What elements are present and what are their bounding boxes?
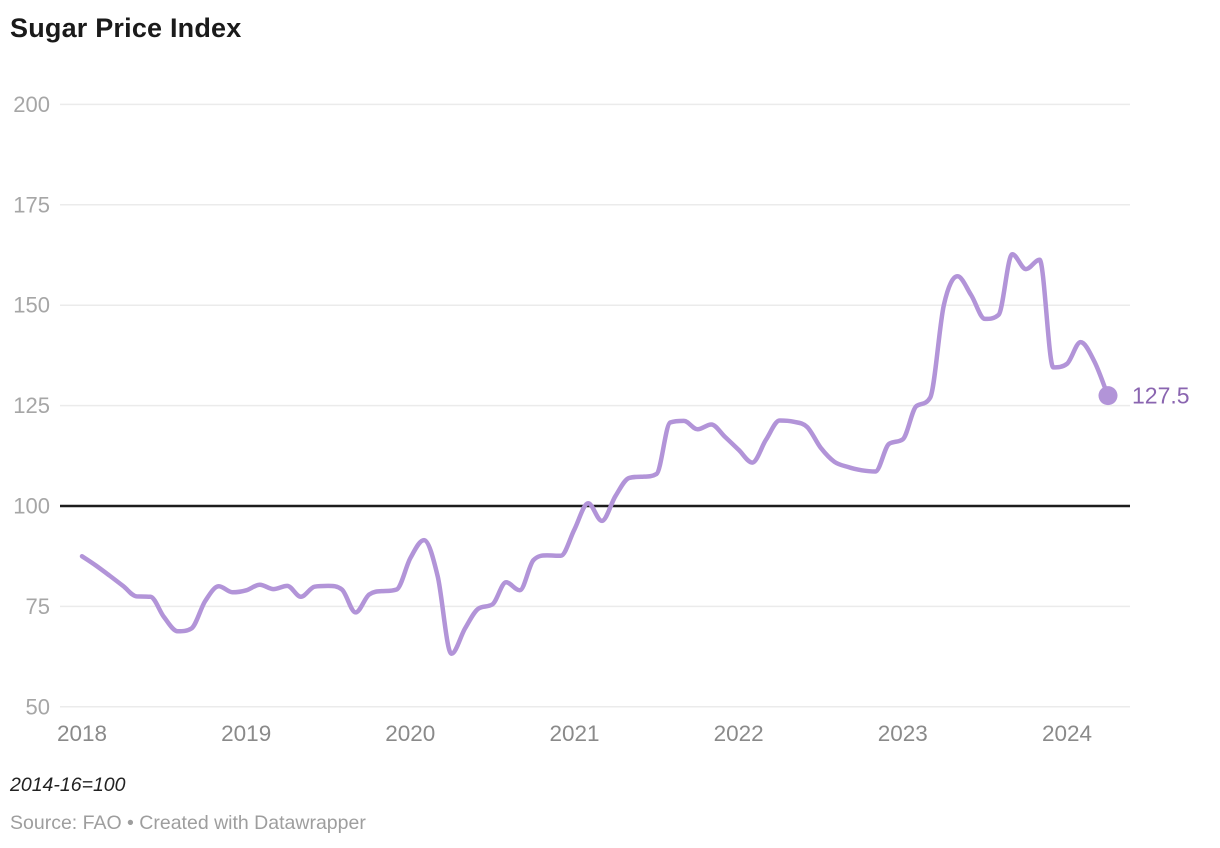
x-axis-tick-label: 2022 (714, 721, 764, 746)
y-axis-tick-label: 125 (13, 393, 50, 418)
x-axis-tick-label: 2019 (221, 721, 271, 746)
x-axis-tick-label: 2020 (385, 721, 435, 746)
price-line (79, 251, 1111, 657)
end-value-label: 127.5 (1132, 383, 1190, 409)
y-axis-tick-label: 200 (13, 92, 50, 117)
y-axis-tick-label: 75 (26, 594, 50, 619)
y-axis-tick-label: 150 (13, 293, 50, 318)
chart-source: Source: FAO • Created with Datawrapper (10, 812, 366, 834)
x-axis-tick-label: 2024 (1042, 721, 1092, 746)
x-axis-tick-label: 2021 (549, 721, 599, 746)
end-point-dot (1098, 386, 1118, 406)
y-axis-tick-label: 100 (13, 494, 50, 519)
y-axis-tick-label: 50 (26, 694, 50, 719)
x-axis-tick-label: 2023 (878, 721, 928, 746)
chart-title: Sugar Price Index (10, 13, 242, 43)
y-axis-tick-label: 175 (13, 192, 50, 217)
chart-note: 2014-16=100 (10, 774, 126, 796)
x-axis-tick-label: 2018 (57, 721, 107, 746)
